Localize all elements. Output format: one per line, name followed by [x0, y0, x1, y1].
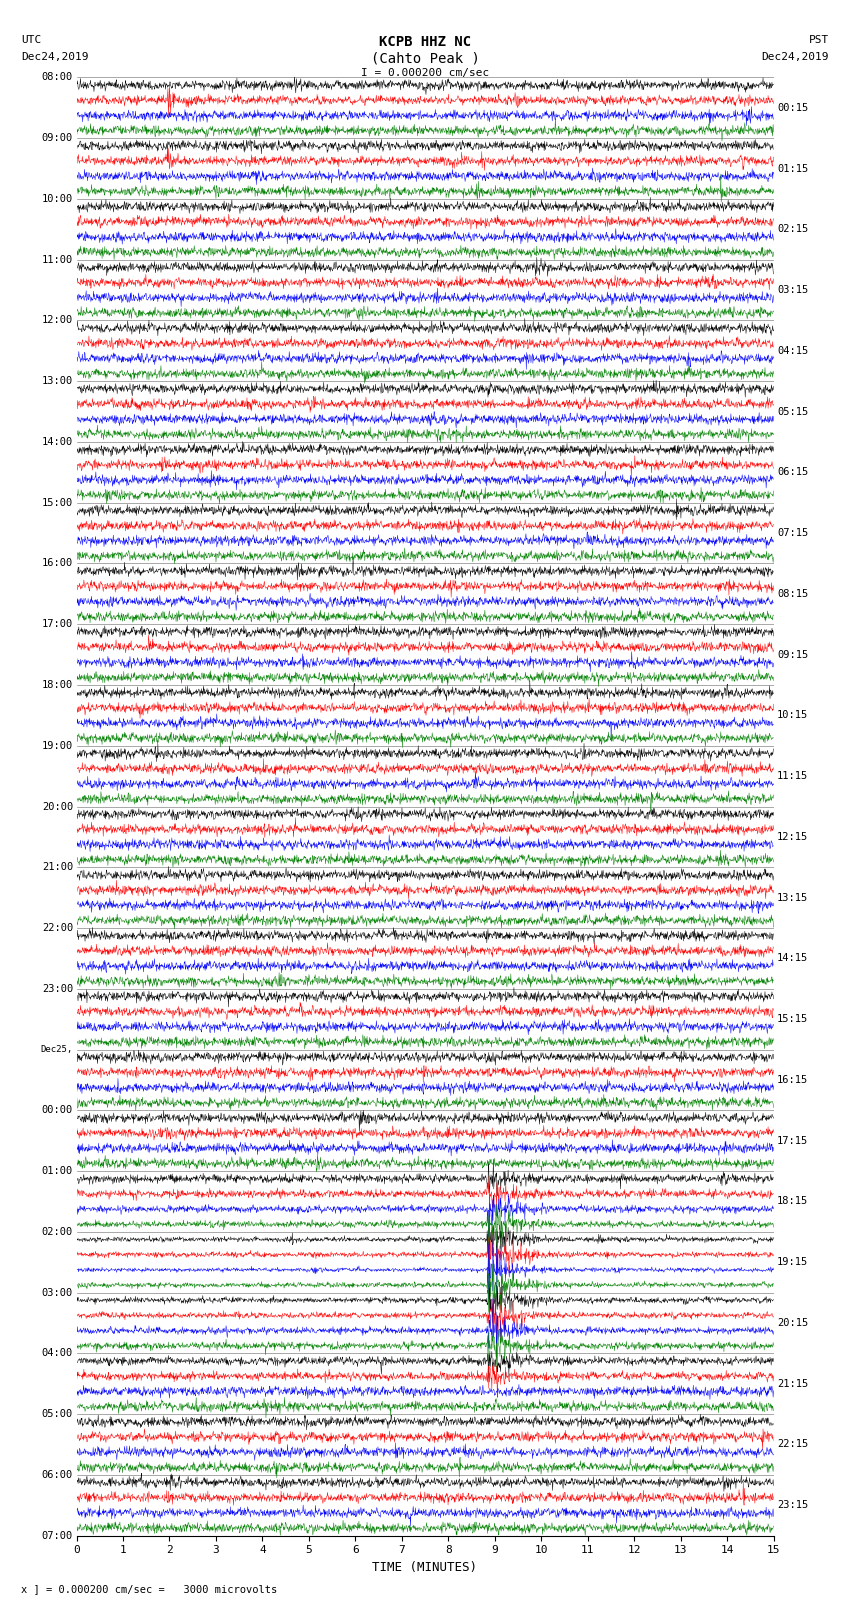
Text: 18:15: 18:15 — [777, 1197, 808, 1207]
Text: 23:15: 23:15 — [777, 1500, 808, 1510]
Text: 23:00: 23:00 — [42, 984, 73, 994]
Text: 14:00: 14:00 — [42, 437, 73, 447]
Text: 22:00: 22:00 — [42, 923, 73, 932]
Text: 21:00: 21:00 — [42, 863, 73, 873]
Text: Dec24,2019: Dec24,2019 — [762, 52, 829, 61]
Text: 10:00: 10:00 — [42, 194, 73, 203]
Text: 09:00: 09:00 — [42, 134, 73, 144]
Text: 19:00: 19:00 — [42, 740, 73, 750]
Text: KCPB HHZ NC: KCPB HHZ NC — [379, 35, 471, 50]
Text: 17:00: 17:00 — [42, 619, 73, 629]
Text: 15:00: 15:00 — [42, 498, 73, 508]
Text: 07:15: 07:15 — [777, 527, 808, 539]
Text: x ] = 0.000200 cm/sec =   3000 microvolts: x ] = 0.000200 cm/sec = 3000 microvolts — [21, 1584, 277, 1594]
Text: 04:15: 04:15 — [777, 345, 808, 356]
Text: 02:00: 02:00 — [42, 1227, 73, 1237]
Text: 17:15: 17:15 — [777, 1136, 808, 1145]
Text: 14:15: 14:15 — [777, 953, 808, 963]
Text: UTC: UTC — [21, 35, 42, 45]
X-axis label: TIME (MINUTES): TIME (MINUTES) — [372, 1561, 478, 1574]
Text: 08:00: 08:00 — [42, 73, 73, 82]
Text: Dec24,2019: Dec24,2019 — [21, 52, 88, 61]
Text: 18:00: 18:00 — [42, 681, 73, 690]
Text: 01:15: 01:15 — [777, 163, 808, 174]
Text: 11:00: 11:00 — [42, 255, 73, 265]
Text: 21:15: 21:15 — [777, 1379, 808, 1389]
Text: 16:00: 16:00 — [42, 558, 73, 568]
Text: 03:15: 03:15 — [777, 286, 808, 295]
Text: 13:00: 13:00 — [42, 376, 73, 386]
Text: 00:15: 00:15 — [777, 103, 808, 113]
Text: 06:00: 06:00 — [42, 1469, 73, 1479]
Text: 09:15: 09:15 — [777, 650, 808, 660]
Text: 02:15: 02:15 — [777, 224, 808, 234]
Text: 19:15: 19:15 — [777, 1257, 808, 1268]
Text: 20:00: 20:00 — [42, 802, 73, 811]
Text: 05:00: 05:00 — [42, 1410, 73, 1419]
Text: 20:15: 20:15 — [777, 1318, 808, 1327]
Text: 00:00: 00:00 — [42, 1105, 73, 1115]
Text: 16:15: 16:15 — [777, 1074, 808, 1086]
Text: 12:00: 12:00 — [42, 316, 73, 326]
Text: (Cahto Peak ): (Cahto Peak ) — [371, 52, 479, 66]
Text: 13:15: 13:15 — [777, 892, 808, 903]
Text: 05:15: 05:15 — [777, 406, 808, 416]
Text: 08:15: 08:15 — [777, 589, 808, 598]
Text: 06:15: 06:15 — [777, 468, 808, 477]
Text: 03:00: 03:00 — [42, 1287, 73, 1297]
Text: 01:00: 01:00 — [42, 1166, 73, 1176]
Text: 07:00: 07:00 — [42, 1531, 73, 1540]
Text: 22:15: 22:15 — [777, 1439, 808, 1450]
Text: PST: PST — [808, 35, 829, 45]
Text: 15:15: 15:15 — [777, 1015, 808, 1024]
Text: 11:15: 11:15 — [777, 771, 808, 781]
Text: Dec25,: Dec25, — [41, 1045, 73, 1053]
Text: 10:15: 10:15 — [777, 710, 808, 721]
Text: I = 0.000200 cm/sec: I = 0.000200 cm/sec — [361, 68, 489, 77]
Text: 12:15: 12:15 — [777, 832, 808, 842]
Text: 04:00: 04:00 — [42, 1348, 73, 1358]
